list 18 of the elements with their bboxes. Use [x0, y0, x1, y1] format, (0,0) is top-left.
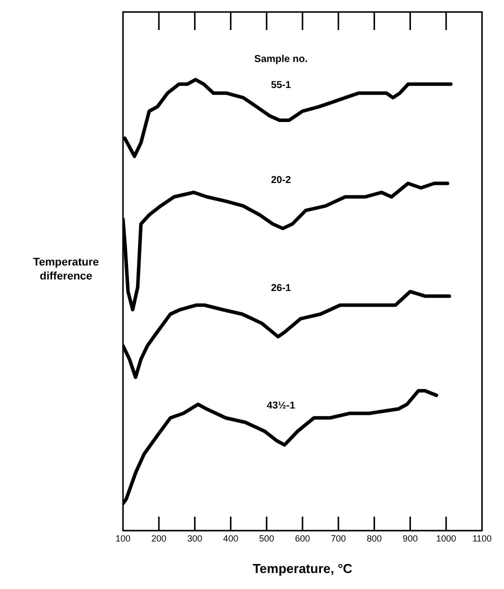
x-tick-label: 500: [259, 533, 274, 544]
x-tick-label: 600: [294, 533, 310, 544]
series-label: 43½-1: [266, 400, 296, 412]
x-tick-label: 800: [366, 533, 382, 544]
y-axis-title: Temperature difference: [33, 256, 99, 282]
x-tick-label: 700: [330, 533, 346, 544]
text: 26-1: [270, 283, 292, 294]
x-tick-label: 900: [402, 533, 418, 544]
x-tick-label: 1100: [472, 533, 492, 544]
x-tick-label: 300: [187, 533, 202, 544]
x-tick-label: 400: [223, 533, 238, 544]
x-tick-label: 1000: [436, 533, 456, 544]
text: 55-1: [270, 80, 292, 92]
text: Sample no.: [254, 54, 308, 66]
x-axis-title: Temperature, °C: [252, 560, 353, 576]
text: 20-2: [270, 174, 292, 186]
x-tick-label: 100: [115, 533, 131, 544]
x-tick-label: 200: [151, 533, 166, 544]
